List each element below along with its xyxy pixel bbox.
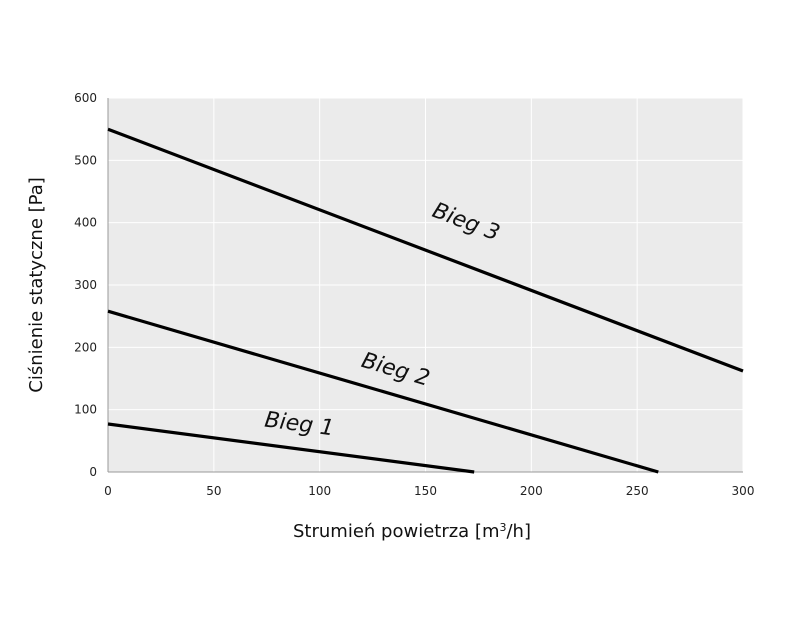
y-tick-label: 500 bbox=[74, 153, 97, 167]
tick-labels: 0 50 100 150 200 250 300 0 100 200 300 400 500 600 bbox=[74, 91, 754, 498]
x-axis-label: Strumień powietrza [m3/h] bbox=[293, 521, 531, 543]
x-tick-label: 250 bbox=[626, 484, 649, 498]
y-tick-label: 400 bbox=[74, 216, 97, 230]
series-line-2 bbox=[107, 309, 659, 474]
grid bbox=[108, 97, 744, 472]
series-line-3 bbox=[107, 127, 744, 373]
x-tick-label: 50 bbox=[206, 484, 221, 498]
x-tick-label: 150 bbox=[414, 484, 437, 498]
y-tick-label: 600 bbox=[74, 91, 97, 105]
y-tick-label: 200 bbox=[74, 340, 97, 354]
y-tick-label: 100 bbox=[74, 403, 97, 417]
x-tick-label: 300 bbox=[732, 484, 755, 498]
y-tick-label: 300 bbox=[74, 278, 97, 292]
axes bbox=[107, 98, 743, 473]
series-line-1 bbox=[107, 422, 475, 474]
x-tick-label: 200 bbox=[520, 484, 543, 498]
y-tick-label: 0 bbox=[89, 465, 97, 479]
y-axis-label: Ciśnienie statyczne [Pa] bbox=[26, 177, 47, 392]
x-tick-label: 0 bbox=[104, 484, 112, 498]
x-tick-label: 100 bbox=[308, 484, 331, 498]
